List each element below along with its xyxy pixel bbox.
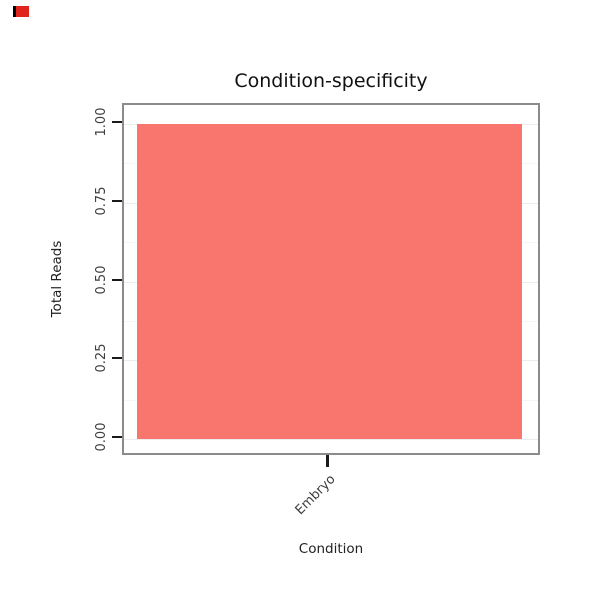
x-axis-title: Condition	[298, 541, 364, 557]
corner-mark-icon	[13, 6, 16, 17]
y-tick-label: 1.00	[94, 107, 109, 137]
y-tick	[112, 436, 122, 438]
plot-panel	[122, 103, 540, 455]
x-tick	[326, 455, 329, 467]
corner-mark-icon	[16, 6, 29, 17]
y-tick-label: 0.75	[94, 186, 109, 216]
major-gridline	[124, 439, 538, 440]
y-tick	[112, 199, 122, 202]
y-tick-label: 0.50	[94, 265, 109, 294]
y-tick	[112, 357, 122, 360]
y-tick-label: 0.00	[94, 422, 109, 452]
chart-title: Condition-specificity	[234, 70, 428, 92]
y-axis-title: Total Reads	[49, 240, 65, 318]
y-tick	[112, 278, 122, 281]
y-tick-label: 0.25	[94, 343, 109, 373]
y-tick	[112, 121, 122, 123]
bar-embryo	[137, 124, 522, 439]
